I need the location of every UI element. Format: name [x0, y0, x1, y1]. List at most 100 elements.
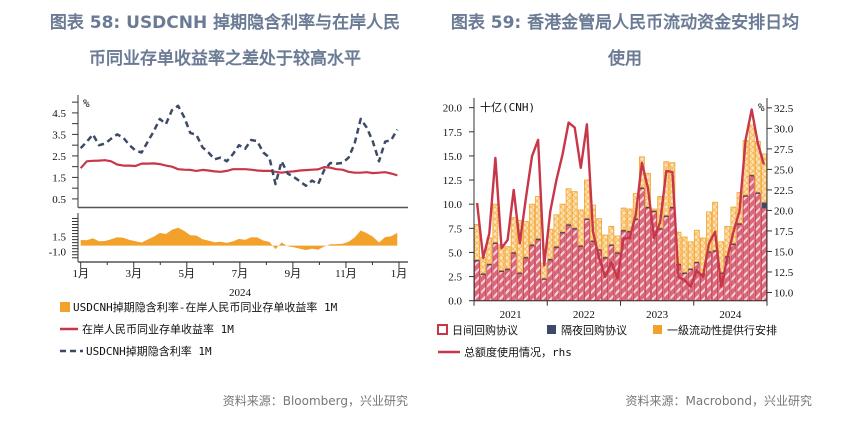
chart59-left-y-tick-label: 15.0: [443, 151, 463, 163]
chart59-right-y-tick-label: 20.0: [774, 205, 794, 217]
bar-overnight-repo: [553, 246, 559, 248]
chart58-title: 图表 58: USDCNH 掉期隐含利率与在岸人民 币同业存单收益率之差处于较高…: [50, 12, 400, 69]
legend-label-spread: USDCNH掉期隐含利率-在岸人民币同业存单收益率 1M: [73, 300, 338, 314]
bar-liquidity-arrangement: [620, 207, 627, 231]
bar-overnight-repo: [486, 263, 492, 265]
bar-liquidity-arrangement: [693, 229, 700, 263]
bar-overnight-repo: [511, 251, 517, 254]
chart59-left-y-tick-label: 20.0: [443, 103, 463, 115]
chart59-x-tick-label: 2023: [646, 309, 669, 321]
chart58-legend: USDCNH掉期隐含利率-在岸人民币同业存单收益率 1M 在岸人民币同业存单收益…: [60, 300, 338, 358]
chart59-left-y-tick-label: 0.0: [448, 296, 462, 308]
bar-intraday-repo: [553, 247, 560, 302]
bar-intraday-repo: [730, 244, 737, 302]
chart59-title-line2: 使用: [607, 48, 642, 69]
bar-liquidity-arrangement: [559, 203, 566, 233]
chart59-left-y-tick-label: 10.0: [443, 199, 463, 211]
chart59-right-y-tick-label: 10.0: [774, 287, 794, 299]
chart59-axes: 0.0 2.5 5.0 7.5 10.0 12.5 15.0 17.5 20.0 10.0 12.5…: [443, 98, 794, 321]
bar-overnight-repo: [596, 249, 602, 251]
chart58-x-tick-label: 9月: [285, 268, 302, 280]
bar-liquidity-arrangement: [504, 246, 511, 269]
bar-intraday-repo: [663, 216, 670, 302]
chart59-right-y-tick-label: 32.5: [774, 103, 794, 115]
bar-overnight-repo: [645, 206, 651, 209]
chart59-right-y-tick-label: 12.5: [774, 267, 794, 279]
bar-liquidity-arrangement: [761, 153, 767, 203]
bar-intraday-repo: [657, 228, 664, 302]
bar-overnight-repo: [578, 245, 584, 247]
bar-overnight-repo: [718, 272, 724, 274]
bar-intraday-repo: [638, 188, 645, 302]
legend-swatch-overnight: [547, 325, 556, 334]
bar-overnight-repo: [730, 243, 736, 245]
legend-swatch-intraday: [437, 324, 448, 335]
legend-swatch-spread: [60, 302, 70, 312]
bar-overnight-repo: [688, 268, 694, 270]
chart59-right-y-tick-label: 15.0: [774, 246, 794, 258]
bar-liquidity-arrangement: [614, 235, 621, 253]
chart59-left-unit: 十亿(CNH): [480, 100, 535, 114]
bar-overnight-repo: [639, 187, 645, 189]
bar-overnight-repo: [505, 268, 511, 270]
bar-liquidity-arrangement: [510, 217, 517, 253]
bar-intraday-repo: [565, 225, 572, 302]
bar-intraday-repo: [693, 262, 700, 302]
chart59-x-tick-label: 2024: [719, 309, 742, 321]
chart58-unit-label: %: [83, 97, 90, 110]
chart59-right-unit: %: [758, 101, 765, 114]
total-usage-line: [475, 108, 766, 288]
bar-overnight-repo: [474, 259, 480, 262]
chart59-title-line1: 图表 59: 香港金管局人民币流动资金安排日均: [451, 12, 799, 33]
bar-liquidity-arrangement: [492, 203, 499, 243]
bar-liquidity-arrangement: [565, 188, 572, 225]
legend-label-overnight: 隔夜回购协议: [561, 323, 627, 337]
bar-liquidity-arrangement: [651, 208, 657, 211]
bar-overnight-repo: [590, 240, 596, 242]
bar-overnight-repo: [627, 230, 633, 233]
bar-overnight-repo: [743, 195, 749, 197]
bar-liquidity-arrangement: [571, 191, 578, 229]
chart58-marks: [79, 104, 399, 251]
chart59-x-tick-label: 2022: [573, 309, 595, 321]
chart58-upper-y-tick-label: 3.5: [52, 129, 66, 141]
bar-liquidity-arrangement: [712, 201, 719, 251]
bar-liquidity-arrangement: [602, 234, 609, 258]
chart58-title-line2: 币同业存单收益率之差处于较高水平: [89, 48, 361, 69]
chart58-title-line1: 图表 58: USDCNH 掉期隐含利率与在岸人民: [50, 12, 400, 33]
bar-overnight-repo: [755, 192, 761, 194]
bar-liquidity-arrangement: [596, 218, 603, 250]
chart58-x-axis-label: 2024: [229, 287, 252, 299]
bar-overnight-repo: [517, 272, 523, 274]
bar-liquidity-arrangement: [553, 214, 560, 247]
bar-overnight-repo: [572, 227, 578, 230]
chart58-x-tick-label: 11月: [335, 268, 357, 280]
chart59-right-y-tick-label: 17.5: [774, 226, 794, 238]
bar-overnight-repo: [535, 238, 541, 240]
chart59-left-y-tick-label: 5.0: [448, 247, 462, 259]
bar-intraday-repo: [474, 260, 480, 302]
chart59: 十亿(CNH) % 0.0 2.5 5.0 7.5 10.0 12.5 15.0 17.5 20…: [437, 98, 812, 408]
chart59-left-y-tick-label: 17.5: [443, 127, 463, 139]
chart59-right-y-tick-label: 30.0: [774, 123, 794, 135]
chart58-x-tick-label: 7月: [232, 268, 249, 280]
bar-overnight-repo: [492, 242, 498, 244]
chart58-upper-y-tick-label: 0.5: [52, 194, 66, 206]
bar-intraday-repo: [742, 196, 749, 302]
bar-intraday-repo: [632, 219, 639, 302]
legend-label-liquidity: 一級流动性提供行安排: [667, 323, 777, 337]
chart58-lower-y-tick-label: -1.0: [49, 247, 67, 259]
bar-liquidity-arrangement: [577, 209, 584, 246]
bar-overnight-repo: [498, 270, 504, 272]
bar-intraday-repo: [706, 252, 712, 302]
bar-liquidity-arrangement: [687, 241, 694, 269]
bar-intraday-repo: [590, 241, 596, 302]
bar-overnight-repo: [547, 258, 553, 261]
bar-overnight-repo: [523, 256, 529, 259]
bar-overnight-repo: [669, 206, 675, 209]
bar-liquidity-arrangement: [480, 256, 487, 274]
bar-intraday-repo: [608, 245, 615, 302]
chart58-x-tick-label: 1月: [391, 268, 408, 280]
spread-area: [80, 227, 398, 251]
